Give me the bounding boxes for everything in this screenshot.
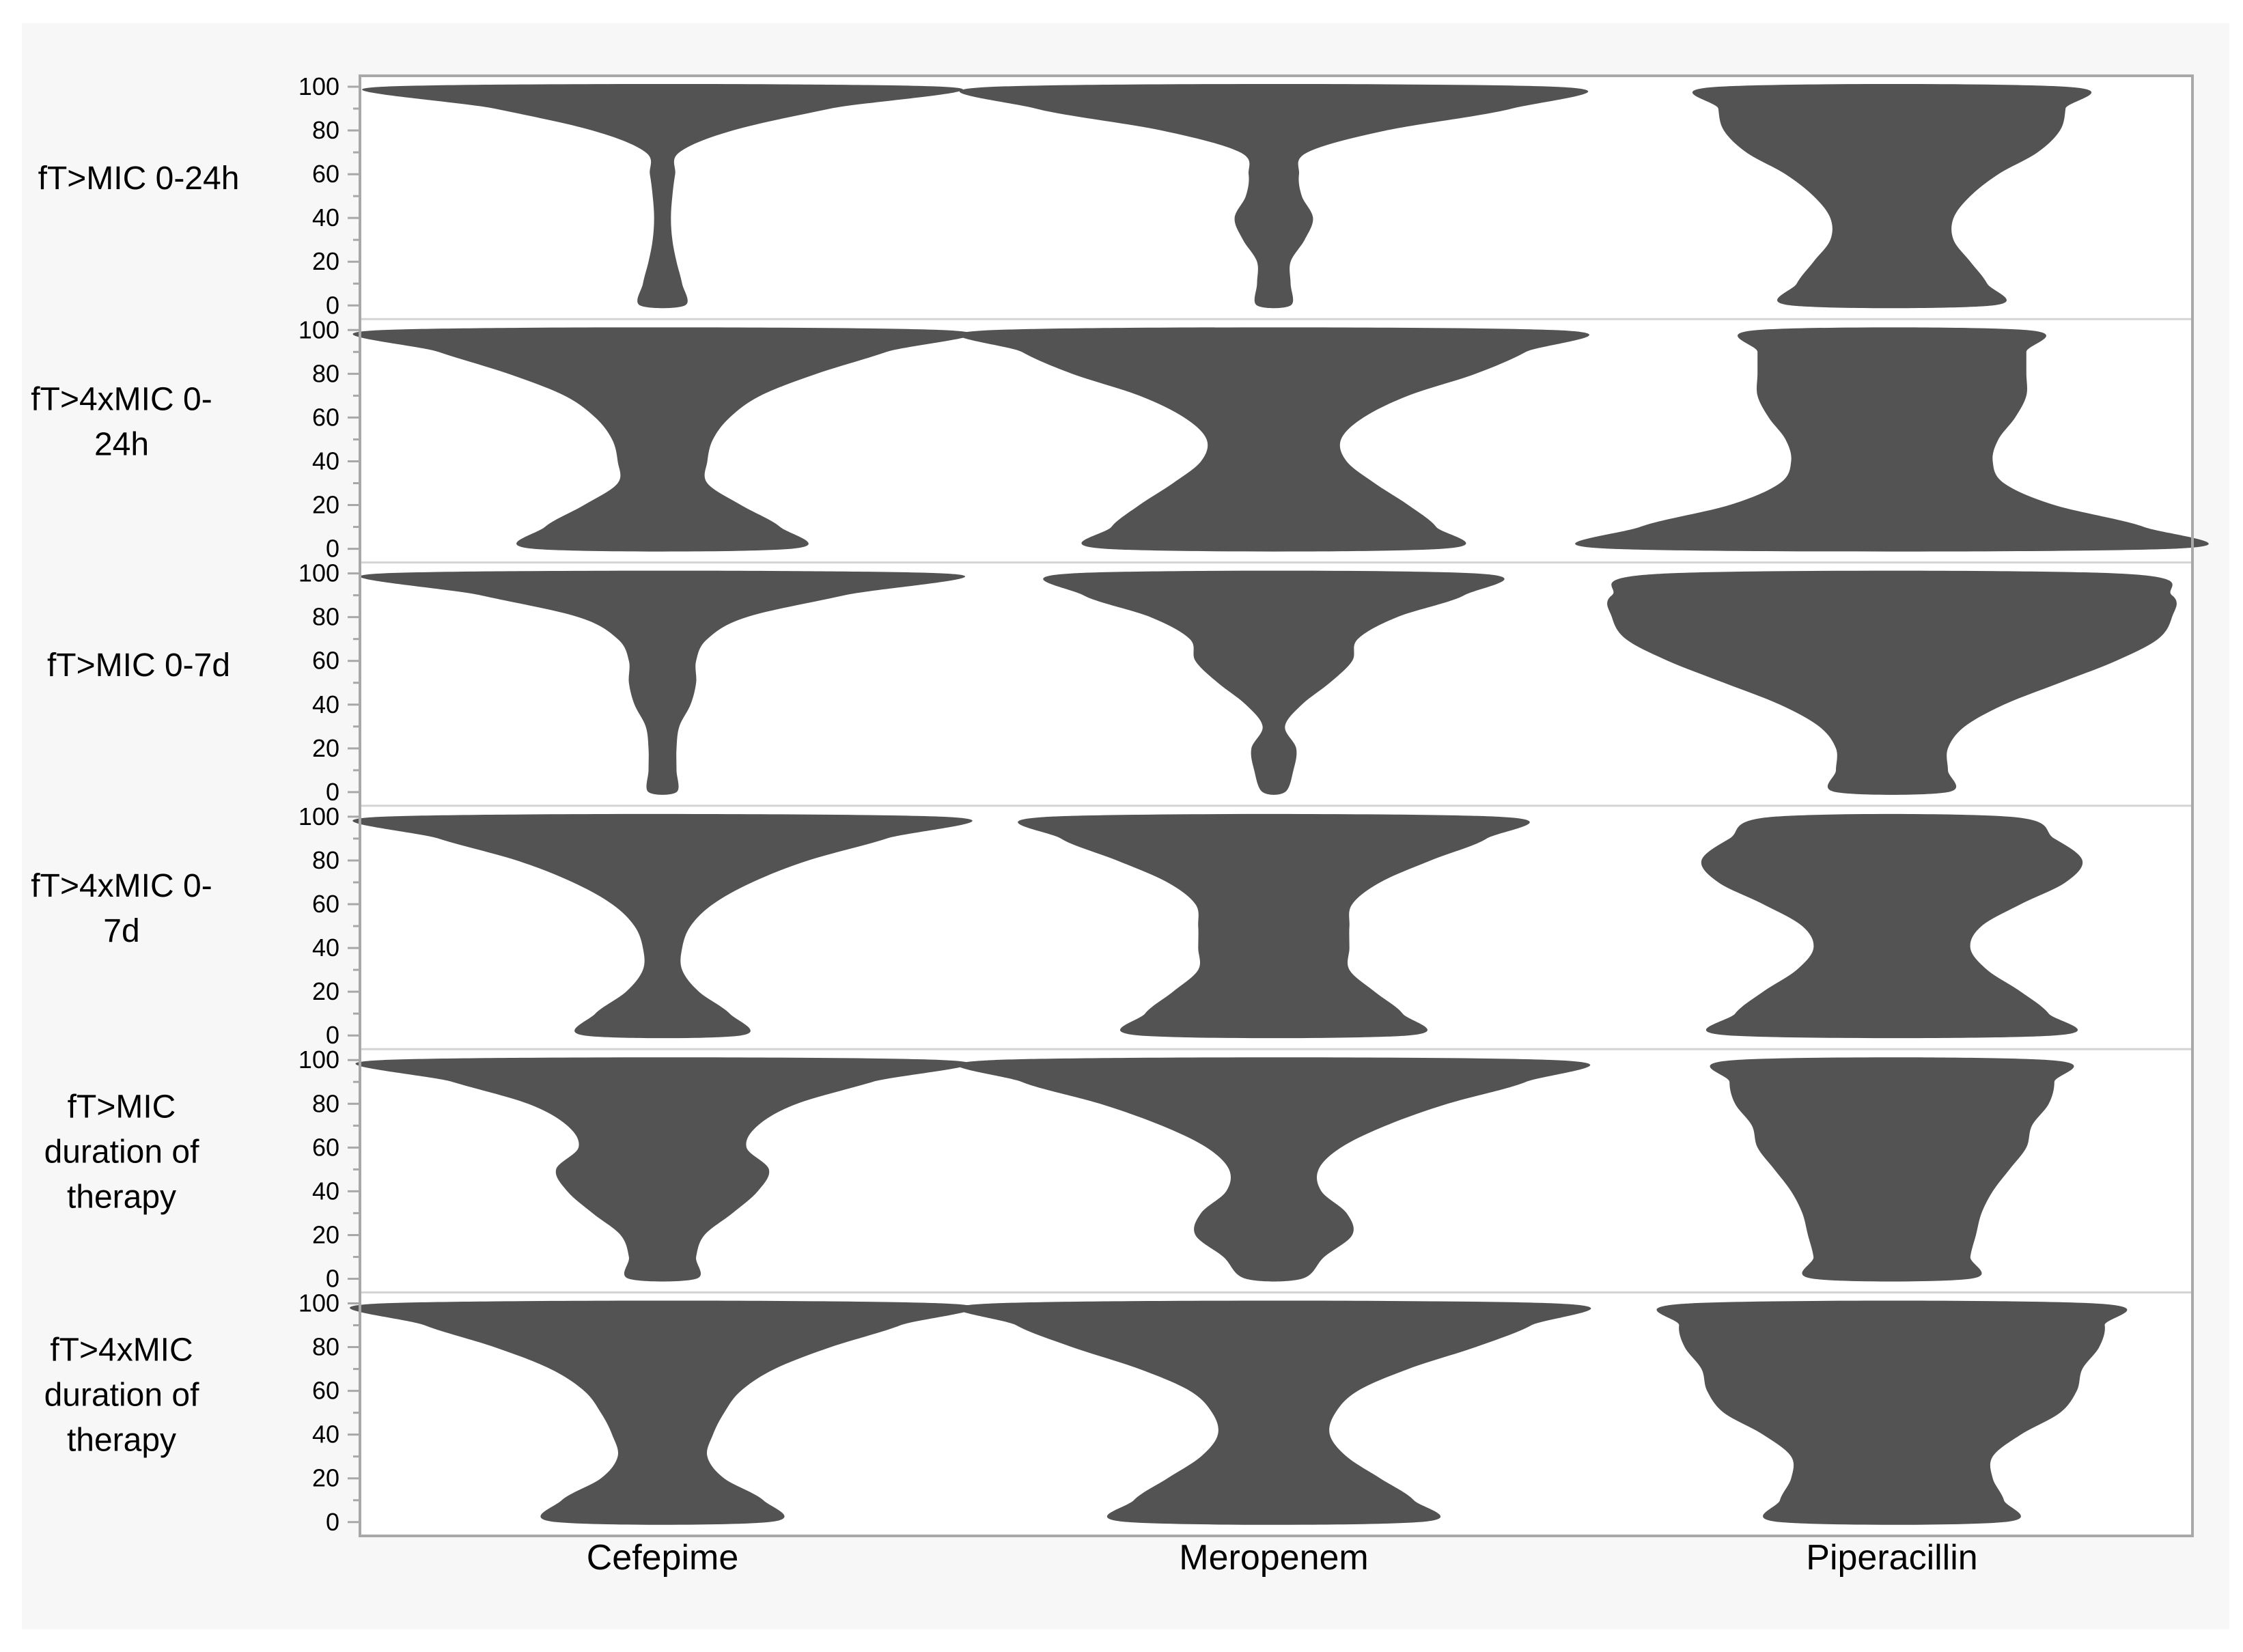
y-tick-label: 80 <box>312 1089 339 1117</box>
y-tick-label: 80 <box>312 846 339 874</box>
violin-ft-4xmic-0-7d-piperacillin <box>1701 813 2083 1039</box>
y-tick-label: 40 <box>312 447 339 475</box>
y-tick-label: 0 <box>326 535 339 563</box>
violin-ft-4xmic-duration-of-therapy-cefepime <box>350 1300 975 1525</box>
violin-ft-mic-duration-of-therapy-cefepime <box>355 1057 970 1282</box>
y-tick-label: 0 <box>326 778 339 806</box>
column-label-meropenem: Meropenem <box>1179 1538 1368 1578</box>
violin-ft-mic-0-7d-piperacillin <box>1607 570 2177 795</box>
y-tick-label: 60 <box>312 1377 339 1405</box>
violin-ft-4xmic-duration-of-therapy-piperacillin <box>1656 1300 2128 1525</box>
y-tick-label: 60 <box>312 890 339 918</box>
violin-ft-mic-0-7d-cefepime <box>360 570 966 795</box>
violin-ft-4xmic-0-7d-cefepime <box>352 813 973 1039</box>
y-tick-label: 0 <box>326 1265 339 1293</box>
violin-ft-4xmic-duration-of-therapy-meropenem <box>956 1300 1591 1525</box>
y-tick-label: 100 <box>298 559 339 587</box>
y-tick-label: 40 <box>312 934 339 962</box>
violin-ft-4xmic-0-24h-cefepime <box>352 327 973 552</box>
y-tick-label: 100 <box>298 802 339 830</box>
violin-ft-mic-0-24h-cefepime <box>362 84 963 309</box>
column-label-piperacillin: Piperacillin <box>1806 1538 1977 1578</box>
y-tick-label: 20 <box>312 734 339 762</box>
y-tick-label: 100 <box>298 1046 339 1074</box>
y-tick-label: 80 <box>312 116 339 144</box>
violin-layer <box>350 84 2209 1525</box>
y-tick-label: 40 <box>312 204 339 232</box>
y-tick-label: 80 <box>312 359 339 387</box>
violin-ft-mic-0-7d-meropenem <box>1043 570 1505 795</box>
violin-ft-4xmic-0-24h-piperacillin <box>1575 327 2209 552</box>
y-tick-label: 20 <box>312 1220 339 1248</box>
violin-ft-mic-0-24h-piperacillin <box>1692 84 2092 309</box>
y-tick-label: 100 <box>298 72 339 100</box>
y-tick-label: 0 <box>326 1508 339 1536</box>
y-tick-label: 100 <box>298 1289 339 1317</box>
column-label-cefepime: Cefepime <box>587 1538 739 1578</box>
y-tick-label: 20 <box>312 977 339 1005</box>
violin-ft-mic-duration-of-therapy-meropenem <box>957 1057 1591 1282</box>
y-tick-label: 20 <box>312 247 339 275</box>
y-tick-label: 40 <box>312 1420 339 1448</box>
violin-ft-4xmic-0-24h-meropenem <box>958 327 1590 552</box>
y-tick-label: 80 <box>312 1333 339 1361</box>
y-axes: 0204060801000204060801000204060801000204… <box>298 72 360 1536</box>
y-tick-label: 40 <box>312 690 339 718</box>
plot-frame <box>359 74 2194 1537</box>
y-tick-label: 20 <box>312 491 339 519</box>
y-tick-label: 20 <box>312 1464 339 1492</box>
y-tick-label: 100 <box>298 316 339 344</box>
y-tick-label: 0 <box>326 291 339 319</box>
column-labels: Cefepime Meropenem Piperacillin <box>587 1538 1978 1578</box>
y-tick-label: 80 <box>312 603 339 631</box>
violin-ft-4xmic-0-7d-meropenem <box>1018 813 1530 1039</box>
row-dividers <box>360 318 2192 1293</box>
y-tick-label: 0 <box>326 1021 339 1049</box>
y-tick-label: 60 <box>312 403 339 431</box>
y-tick-label: 60 <box>312 160 339 188</box>
y-tick-label: 60 <box>312 647 339 675</box>
violin-ft-mic-duration-of-therapy-piperacillin <box>1710 1057 2074 1282</box>
y-tick-label: 60 <box>312 1133 339 1161</box>
violin-ft-mic-0-24h-meropenem <box>959 84 1589 309</box>
y-tick-label: 40 <box>312 1177 339 1205</box>
